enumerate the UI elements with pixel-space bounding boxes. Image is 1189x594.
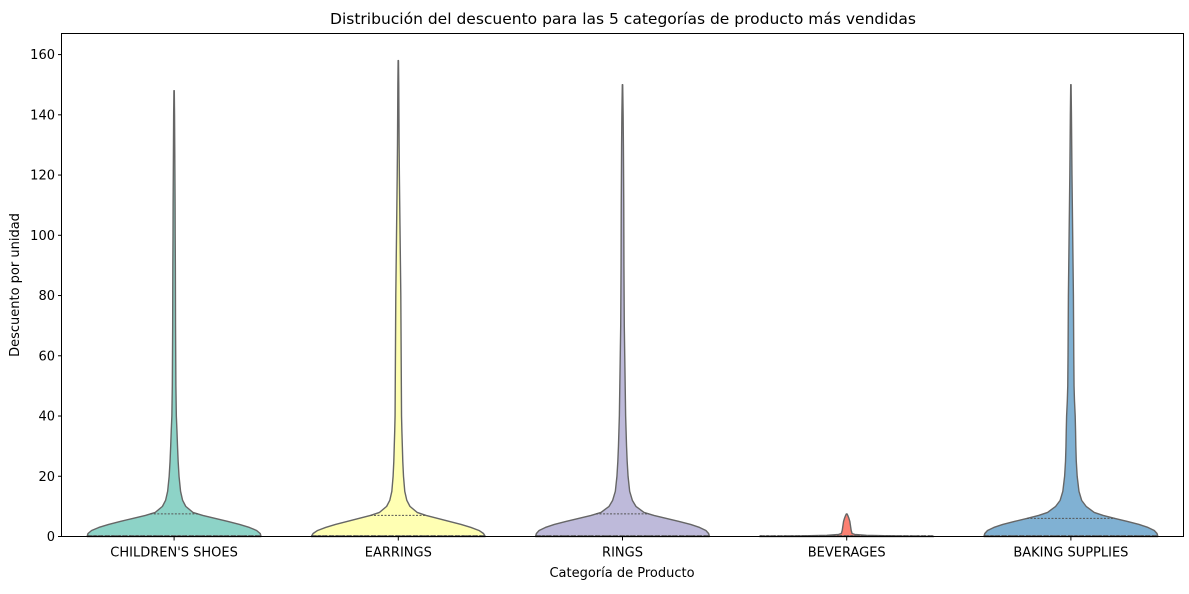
violin-body	[310, 59, 486, 538]
violin-body	[759, 513, 935, 538]
y-axis: 0 20 40 60 80 100 120 140 160	[30, 48, 62, 545]
x-tick-label: CHILDREN'S SHOES	[110, 546, 238, 561]
x-axis: CHILDREN'S SHOES EARRINGS RINGS BEVERAGES BA…	[110, 536, 1128, 561]
x-tick-label: BEVERAGES	[808, 546, 886, 561]
violins-layer	[86, 59, 1159, 538]
x-tick-label: BAKING SUPPLIES	[1013, 546, 1128, 561]
chart-title: Distribución del descuento para las 5 ca…	[330, 10, 916, 28]
x-tick-label: RINGS	[602, 546, 643, 561]
y-tick-label: 120	[30, 169, 55, 184]
y-tick-label: 160	[30, 48, 55, 63]
y-tick-label: 60	[38, 349, 55, 364]
x-tick-label: EARRINGS	[365, 546, 432, 561]
y-tick-label: 140	[30, 108, 55, 123]
violin-body	[983, 84, 1159, 538]
y-tick-label: 0	[47, 530, 55, 545]
y-axis-label: Descuento por unidad	[8, 213, 23, 357]
y-tick-label: 80	[38, 289, 55, 304]
x-axis-label: Categoría de Producto	[549, 566, 694, 581]
violin-body	[86, 90, 262, 538]
y-tick-label: 40	[38, 410, 55, 425]
y-tick-label: 20	[38, 470, 55, 485]
violin-body	[534, 84, 711, 538]
y-tick-label: 100	[30, 229, 55, 244]
